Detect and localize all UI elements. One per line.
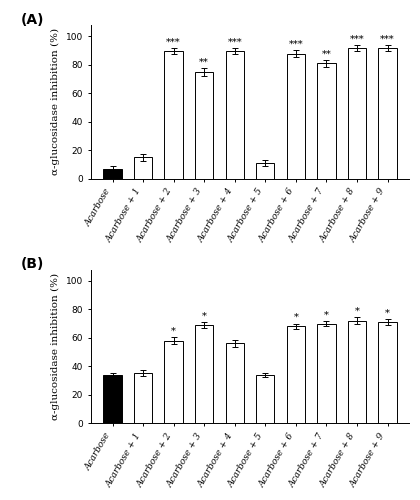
Text: (B): (B) [21,258,45,272]
Bar [317,64,336,178]
Bar [256,163,274,178]
Text: *: * [202,312,207,320]
Bar [287,326,305,423]
Bar [226,344,244,423]
Text: *: * [324,310,329,320]
Text: **: ** [200,58,209,67]
Text: *: * [354,306,360,316]
Bar [378,322,396,423]
Text: ***: *** [289,40,303,48]
Y-axis label: α-glucosidase inhibition (%): α-glucosidase inhibition (%) [51,272,60,420]
Bar [226,50,244,178]
Bar [256,374,274,423]
Bar [195,325,213,423]
Bar [287,54,305,178]
Bar [165,340,183,423]
Bar [134,374,152,423]
Text: ***: *** [166,38,181,46]
Bar [165,50,183,178]
Bar [348,320,366,423]
Bar [378,48,396,178]
Text: ***: *** [227,38,242,46]
Text: *: * [294,313,298,322]
Text: **: ** [322,50,331,58]
Bar [103,168,122,178]
Y-axis label: α-glucosidase inhibition (%): α-glucosidase inhibition (%) [51,28,60,176]
Text: *: * [171,326,176,336]
Bar [134,158,152,178]
Bar [195,72,213,178]
Text: ***: *** [380,34,395,43]
Text: (A): (A) [21,13,45,27]
Bar [348,48,366,178]
Text: *: * [385,309,390,318]
Bar [317,324,336,423]
Text: ***: *** [349,34,364,43]
Bar [103,374,122,423]
